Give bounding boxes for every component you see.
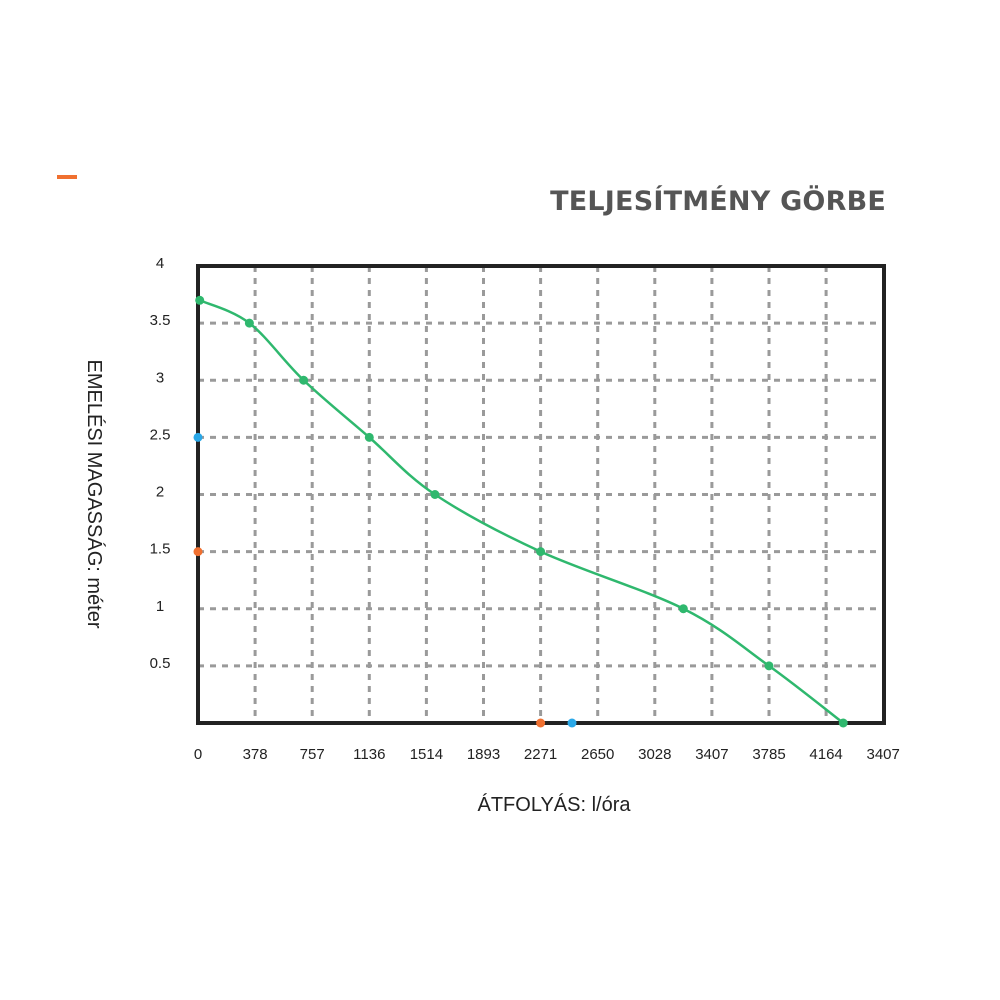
axis-marker xyxy=(536,718,546,728)
x-tick-labels: 0 378 757 1136 1514 1893 2271 2650 3028 3407 3785 4… xyxy=(194,746,900,763)
y-tick-label: 4 xyxy=(156,255,164,272)
x-tick-label: 757 xyxy=(300,746,325,763)
chart-title: TELJESÍTMÉNY GÖRBE xyxy=(550,186,886,217)
x-tick-label: 1514 xyxy=(410,746,443,763)
axis-marker xyxy=(567,718,577,728)
axis-marker xyxy=(193,547,203,557)
axis-markers xyxy=(193,432,577,728)
x-tick-label: 1893 xyxy=(467,746,500,763)
data-point xyxy=(299,375,309,385)
x-tick-label: 3407 xyxy=(867,746,900,763)
data-point xyxy=(195,295,205,305)
data-point xyxy=(764,661,774,671)
x-tick-label: 4164 xyxy=(809,746,842,763)
y-tick-labels: 0.5 1 1.5 2 2.5 3 3.5 4 xyxy=(150,255,171,672)
x-tick-label: 3785 xyxy=(752,746,785,763)
x-tick-label: 3028 xyxy=(638,746,671,763)
x-tick-label: 0 xyxy=(194,746,202,763)
x-axis-label: ÁTFOLYÁS: l/óra xyxy=(477,793,631,816)
accent-dash xyxy=(57,175,77,179)
grid xyxy=(198,266,884,723)
data-point xyxy=(536,547,546,557)
y-tick-label: 2.5 xyxy=(150,426,171,443)
performance-curve xyxy=(195,295,848,728)
x-tick-label: 1136 xyxy=(353,746,385,763)
data-point xyxy=(244,318,254,328)
y-tick-label: 0.5 xyxy=(150,655,171,672)
data-point xyxy=(678,604,688,614)
y-tick-label: 2 xyxy=(156,484,164,501)
data-point xyxy=(838,718,848,728)
axis-marker xyxy=(193,432,203,442)
data-point xyxy=(364,432,374,442)
y-tick-label: 1 xyxy=(156,598,164,615)
y-tick-label: 1.5 xyxy=(150,541,171,558)
data-point xyxy=(430,490,440,499)
x-tick-label: 3407 xyxy=(695,746,728,763)
x-tick-label: 2271 xyxy=(524,746,557,763)
y-tick-label: 3.5 xyxy=(150,312,171,329)
y-axis-label: EMELÉSI MAGASSÁG: méter xyxy=(83,360,106,629)
x-tick-label: 378 xyxy=(243,746,268,763)
x-tick-label: 2650 xyxy=(581,746,614,763)
y-tick-label: 3 xyxy=(156,369,164,386)
performance-line xyxy=(199,299,844,724)
